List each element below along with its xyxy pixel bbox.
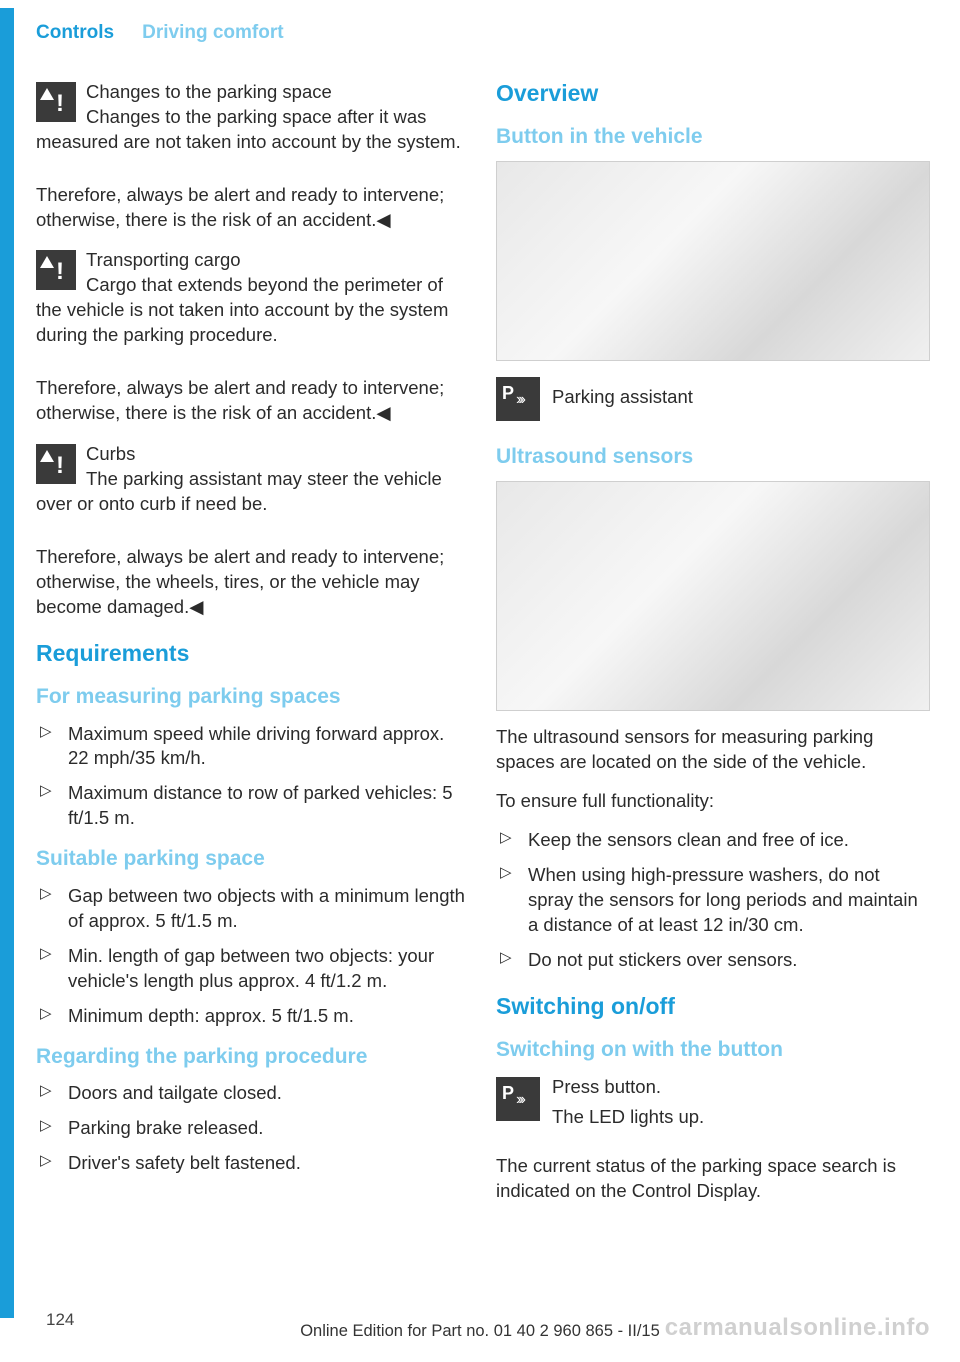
page-header: Controls Driving comfort: [0, 0, 960, 60]
list-measuring: Maximum speed while driving forward appr…: [36, 722, 470, 832]
warning-curbs: Curbs The parking assistant may steer th…: [36, 440, 470, 531]
header-tab-controls: Controls: [36, 20, 114, 46]
switch-on-text: Press button. The LED lights up.: [496, 1075, 930, 1131]
switch-on-row: P››› Press button. The LED lights up.: [496, 1075, 930, 1137]
list-item: Maximum speed while driving forward appr…: [36, 722, 470, 772]
parking-assistant-label: Parking assistant: [496, 375, 930, 410]
list-ultrasound: Keep the sensors clean and free of ice. …: [496, 828, 930, 973]
warning-icon: [36, 444, 76, 484]
subheading-switching-on: Switching on with the button: [496, 1036, 930, 1064]
list-item: Minimum depth: approx. 5 ft/1.5 m.: [36, 1004, 470, 1029]
header-section-driving-comfort: Driving comfort: [142, 20, 283, 46]
warning-body: Changes to the parking space after it wa…: [36, 105, 470, 155]
list-item: Keep the sensors clean and free of ice.: [496, 828, 930, 853]
paragraph: The current status of the parking space …: [496, 1154, 930, 1204]
paragraph: The ultrasound sensors for measuring par…: [496, 725, 930, 775]
parking-assistant-icon: P›››: [496, 1077, 540, 1121]
warning-after: Therefore, always be alert and ready to …: [36, 183, 470, 233]
list-item: Driver's safety belt fastened.: [36, 1151, 470, 1176]
warning-icon: [36, 82, 76, 122]
press-button-text: Press button.: [496, 1075, 930, 1100]
list-item: Maximum distance to row of parked vehicl…: [36, 781, 470, 831]
warning-body: Cargo that extends beyond the perimeter …: [36, 273, 470, 348]
heading-overview: Overview: [496, 78, 930, 109]
parking-assistant-icon: P›››: [496, 377, 540, 421]
image-ultrasound-sensor: [496, 481, 930, 711]
content-columns: Changes to the parking space Changes to …: [0, 60, 960, 1219]
warning-cargo: Transporting cargo Cargo that extends be…: [36, 246, 470, 362]
list-suitable: Gap between two objects with a minimum l…: [36, 884, 470, 1029]
subheading-button: Button in the vehicle: [496, 123, 930, 151]
warning-title: Curbs: [36, 440, 470, 467]
side-accent-bar: [0, 8, 14, 1318]
left-column: Changes to the parking space Changes to …: [36, 78, 470, 1219]
list-item: Doors and tailgate closed.: [36, 1081, 470, 1106]
list-item: Parking brake released.: [36, 1116, 470, 1141]
warning-parking-space: Changes to the parking space Changes to …: [36, 78, 470, 169]
warning-after: Therefore, always be alert and ready to …: [36, 545, 470, 620]
list-regarding: Doors and tailgate closed. Parking brake…: [36, 1081, 470, 1176]
warning-title: Transporting cargo: [36, 246, 470, 273]
list-item: When using high-pressure washers, do not…: [496, 863, 930, 938]
watermark-text: carmanualsonline.info: [665, 1312, 930, 1344]
warning-after: Therefore, always be alert and ready to …: [36, 376, 470, 426]
warning-icon: [36, 250, 76, 290]
subheading-ultrasound: Ultrasound sensors: [496, 443, 930, 471]
subheading-regarding: Regarding the parking procedure: [36, 1043, 470, 1071]
image-vehicle-console: [496, 161, 930, 361]
heading-requirements: Requirements: [36, 638, 470, 669]
list-item: Gap between two objects with a minimum l…: [36, 884, 470, 934]
heading-switching: Switching on/off: [496, 991, 930, 1022]
subheading-suitable: Suitable parking space: [36, 845, 470, 873]
led-text: The LED lights up.: [496, 1105, 930, 1130]
paragraph: To ensure full functionality:: [496, 789, 930, 814]
parking-assistant-button-row: P››› Parking assistant: [496, 375, 930, 425]
list-item: Do not put stickers over sensors.: [496, 948, 930, 973]
list-item: Min. length of gap between two objects: …: [36, 944, 470, 994]
subheading-measuring: For measuring parking spaces: [36, 683, 470, 711]
warning-body: The parking assistant may steer the vehi…: [36, 467, 470, 517]
warning-title: Changes to the parking space: [36, 78, 470, 105]
right-column: Overview Button in the vehicle P››› Park…: [496, 78, 930, 1219]
